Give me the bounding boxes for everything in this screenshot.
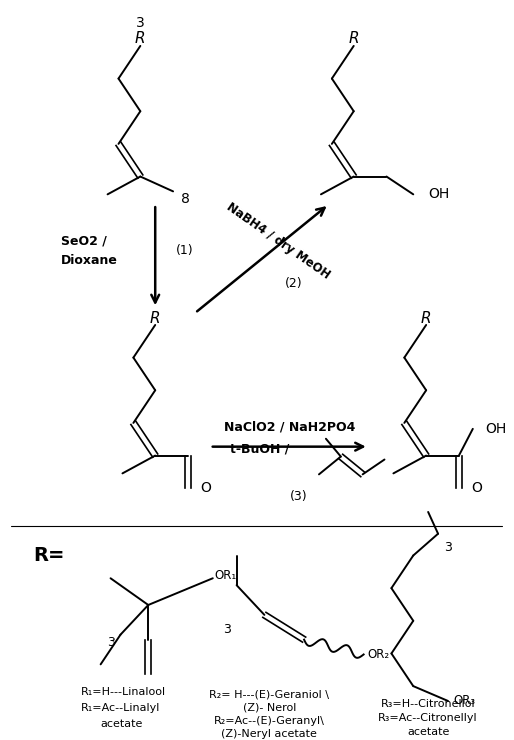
Text: (2): (2) [285,277,303,290]
Text: (1): (1) [176,244,194,258]
Text: R: R [135,32,145,47]
Text: R₃=Ac--Citronellyl: R₃=Ac--Citronellyl [378,713,478,723]
Text: (Z)- Nerol: (Z)- Nerol [243,703,296,713]
Text: 3: 3 [106,636,115,649]
Text: 3: 3 [136,16,145,30]
Text: OH: OH [486,422,507,436]
Text: R₁=H---Linalool: R₁=H---Linalool [81,687,166,697]
Text: OR₁: OR₁ [215,569,237,582]
Text: (Z)-Neryl acetate: (Z)-Neryl acetate [222,729,317,739]
Text: 3: 3 [223,623,231,636]
Text: Dioxane: Dioxane [61,254,118,267]
Text: R=: R= [33,546,65,565]
Text: R₂=Ac--(E)-Geranyl\: R₂=Ac--(E)-Geranyl\ [214,716,325,726]
Text: R₁=Ac--Linalyl: R₁=Ac--Linalyl [81,703,160,713]
Text: t-BuOH /: t-BuOH / [230,442,289,455]
Text: R: R [150,311,160,326]
Text: O: O [471,481,482,495]
Text: R: R [421,311,431,326]
Text: R₂= H---(E)-Geraniol \: R₂= H---(E)-Geraniol \ [209,689,329,699]
Text: O: O [200,481,211,495]
Text: NaClO2 / NaH2PO4: NaClO2 / NaH2PO4 [224,420,355,434]
Text: (3): (3) [290,490,308,502]
Text: SeO2 /: SeO2 / [61,235,107,247]
Text: NaBH4 / dry MeOH: NaBH4 / dry MeOH [224,201,332,282]
Text: R: R [348,32,359,47]
Text: 3: 3 [444,541,452,554]
Text: 8: 8 [180,192,190,206]
Text: acetate: acetate [407,727,449,736]
Text: R₃=H--Citronellol: R₃=H--Citronellol [381,699,475,709]
Text: OR₂: OR₂ [368,648,390,661]
Text: acetate: acetate [101,719,143,729]
Text: OR₃: OR₃ [453,694,475,707]
Text: OH: OH [428,187,449,201]
